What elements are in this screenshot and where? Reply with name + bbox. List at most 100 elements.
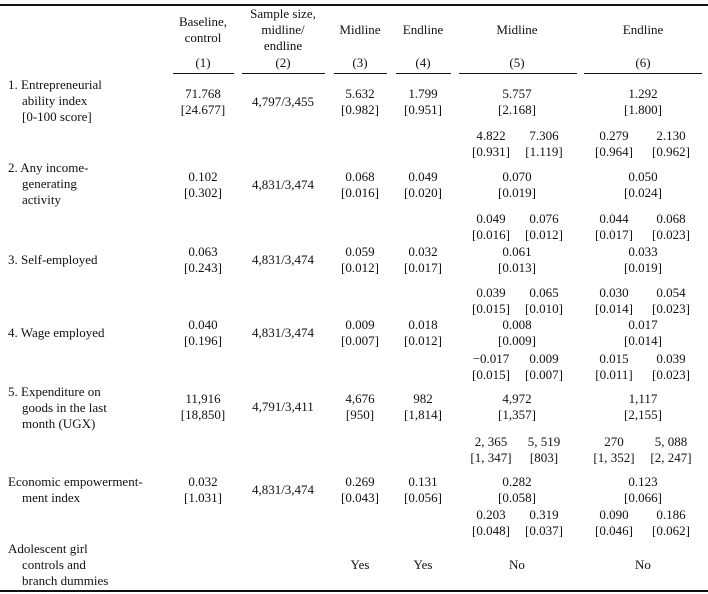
cell-midline-sub-a: [0.048] [472, 523, 510, 538]
cell-midline-sub-a: −0.017 [472, 351, 510, 366]
cell-endline-sub-b: 0.068 [656, 211, 686, 226]
header-col2: Sample size, [250, 6, 316, 21]
cell-midline: [0.043] [341, 490, 379, 505]
cell-midline: 4,676 [345, 391, 375, 406]
row-label: Adolescent girl [8, 541, 88, 556]
cell-midline-sub-b: [0.012] [525, 227, 563, 242]
cell-endline-pooled: 1,117 [628, 391, 658, 406]
header-rule-col2 [242, 73, 325, 74]
cell-midline-pooled: [0.013] [498, 260, 536, 275]
cell-endline-sub-b: [0.962] [652, 144, 690, 159]
cell-controls-midline-pooled: No [509, 557, 525, 572]
cell-midline: 0.009 [345, 317, 375, 332]
header-rule-col3 [334, 73, 387, 74]
cell-baseline: [24.677] [180, 102, 226, 117]
cell-midline-pooled: 0.008 [502, 317, 532, 332]
cell-midline-sub-b: 0.065 [529, 285, 559, 300]
cell-endline-sub-a: 0.279 [599, 128, 629, 143]
cell-baseline: 0.040 [188, 317, 218, 332]
cell-endline-pooled: [0.066] [624, 490, 662, 505]
cell-endline-pooled: [1.800] [624, 102, 662, 117]
cell-midline-sub-b: [0.007] [525, 367, 563, 382]
cell-sample-size: 4,797/3,455 [251, 94, 315, 109]
header-col2: endline [263, 38, 303, 53]
header-col1: Baseline, [178, 14, 227, 29]
cell-midline-sub-b: [1.119] [525, 144, 563, 159]
header-rule-col4 [396, 73, 451, 74]
cell-midline-pooled: [1,357] [498, 407, 536, 422]
cell-midline-pooled: 0.061 [502, 244, 532, 259]
row-label: 4. Wage employed [8, 325, 105, 340]
row-label: 5. Expenditure on [8, 384, 101, 399]
cell-endline: 0.049 [408, 169, 438, 184]
cell-baseline: [18,850] [180, 407, 226, 422]
row-label: activity [22, 192, 61, 207]
cell-midline-pooled: 0.282 [502, 474, 532, 489]
cell-midline: 0.068 [345, 169, 375, 184]
cell-endline: 0.018 [408, 317, 438, 332]
cell-endline-sub-a: 270 [604, 434, 624, 449]
cell-controls-endline: Yes [413, 557, 433, 572]
cell-baseline: [0.196] [184, 333, 222, 348]
header-num5: (5) [509, 55, 525, 70]
cell-endline-pooled: [2,155] [624, 407, 662, 422]
cell-midline: [950] [345, 407, 375, 422]
row-label: branch dummies [22, 573, 109, 588]
row-label: generating [22, 176, 77, 191]
header-num1: (1) [195, 55, 211, 70]
cell-midline: [0.016] [341, 185, 379, 200]
cell-endline-pooled: [0.014] [624, 333, 662, 348]
cell-endline-sub-b: 0.039 [656, 351, 686, 366]
cell-midline: [0.012] [341, 260, 379, 275]
cell-baseline: [1.031] [184, 490, 222, 505]
cell-sample-size: 4,831/3,474 [251, 177, 315, 192]
cell-midline-sub-b: 5, 519 [527, 434, 561, 449]
cell-midline-pooled: 4,972 [502, 391, 532, 406]
cell-endline-sub-b: 2.130 [656, 128, 686, 143]
cell-endline-sub-a: [0.964] [595, 144, 633, 159]
header-col4: Endline [402, 22, 444, 37]
header-col6: Endline [622, 22, 664, 37]
cell-midline-sub-b: 7.306 [529, 128, 559, 143]
header-col1: control [184, 30, 222, 45]
bottom-rule [0, 590, 708, 592]
cell-midline-sub-a: 0.049 [476, 211, 506, 226]
cell-endline: [0.020] [404, 185, 442, 200]
cell-midline: [0.982] [341, 102, 379, 117]
header-rule-col5 [459, 73, 577, 74]
cell-endline-sub-b: [0.023] [652, 301, 690, 316]
cell-endline-sub-b: [0.023] [652, 367, 690, 382]
row-label: 1. Entrepreneurial [8, 77, 102, 92]
cell-midline: [0.007] [341, 333, 379, 348]
row-label: 3. Self-employed [8, 252, 98, 267]
cell-endline-sub-a: [0.017] [595, 227, 633, 242]
cell-endline-sub-a: 0.090 [599, 507, 629, 522]
cell-endline-pooled: 0.017 [628, 317, 658, 332]
cell-endline-sub-b: 0.186 [656, 507, 686, 522]
cell-midline-sub-a: 0.039 [476, 285, 506, 300]
cell-midline: 0.059 [345, 244, 375, 259]
cell-midline-sub-a: [0.015] [472, 301, 510, 316]
cell-endline: [1,814] [404, 407, 442, 422]
cell-sample-size: 4,831/3,474 [251, 252, 315, 267]
cell-controls-endline-pooled: No [635, 557, 651, 572]
cell-endline: 0.131 [408, 474, 438, 489]
cell-baseline: [0.302] [184, 185, 222, 200]
cell-baseline: 71.768 [185, 86, 221, 101]
cell-sample-size: 4,831/3,474 [251, 482, 315, 497]
cell-midline-pooled: [0.019] [498, 185, 536, 200]
cell-endline-sub-a: 0.044 [599, 211, 629, 226]
header-col3: Midline [339, 22, 381, 37]
cell-midline-sub-a: [0.931] [472, 144, 510, 159]
cell-endline: 1.799 [408, 86, 438, 101]
cell-midline-sub-a: [1, 347] [470, 450, 512, 465]
cell-endline: [0.012] [404, 333, 442, 348]
header-num2: (2) [275, 55, 291, 70]
cell-midline-pooled: [0.058] [498, 490, 536, 505]
cell-endline-pooled: [0.024] [624, 185, 662, 200]
row-label: controls and [22, 557, 86, 572]
header-num3: (3) [352, 55, 368, 70]
row-label: ment index [22, 490, 81, 505]
cell-midline-sub-b: [0.010] [525, 301, 563, 316]
cell-sample-size: 4,831/3,474 [251, 325, 315, 340]
